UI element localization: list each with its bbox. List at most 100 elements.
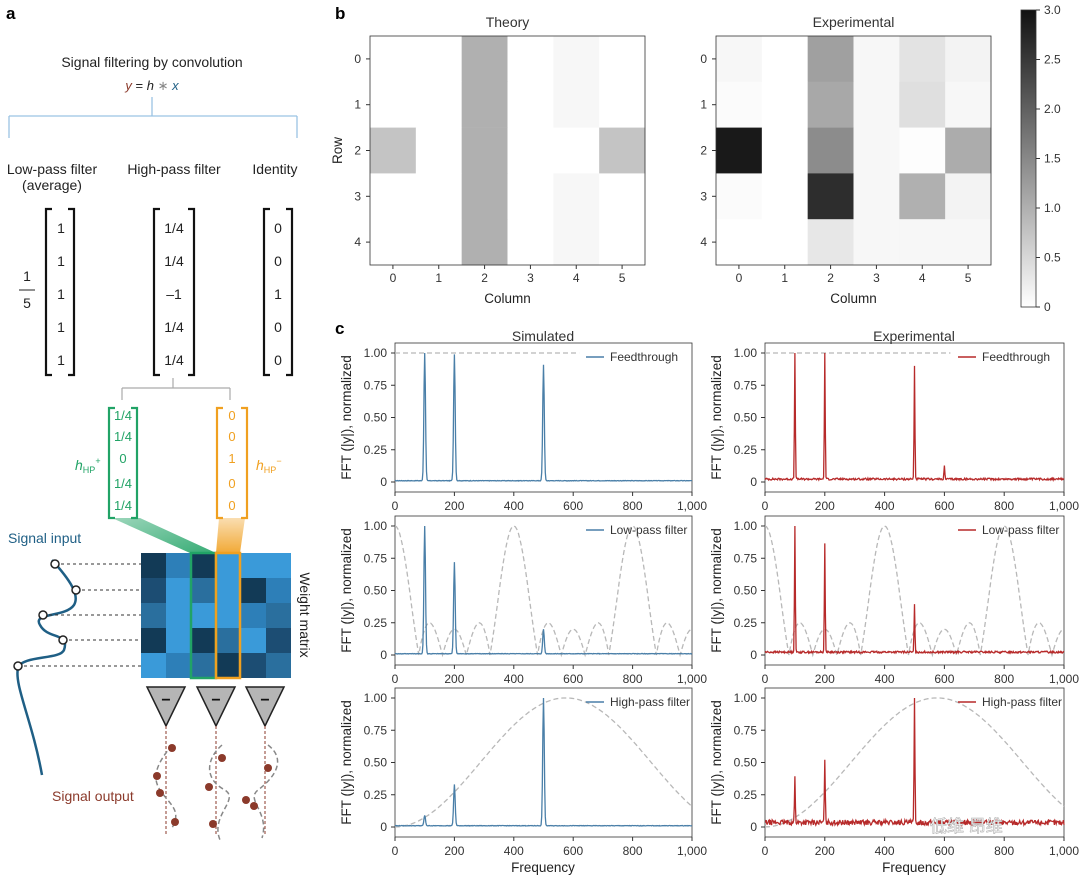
- heatmap-cell: [945, 173, 992, 220]
- weight-cell: [141, 578, 166, 603]
- weight-matrix-label: Weight matrix: [297, 572, 313, 657]
- weight-cell: [191, 553, 216, 578]
- colorbar-gradient: [1020, 9, 1037, 308]
- x-tick-label: 200: [815, 499, 835, 513]
- comparator-minus-sign: −: [211, 692, 220, 709]
- x-tick-label: 0: [392, 844, 399, 858]
- low-pass-subname: (average): [22, 177, 82, 193]
- hp-minus-value-4: 0: [228, 498, 235, 513]
- spectrum-line: [764, 697, 1065, 828]
- x-tick-label: 600: [563, 672, 583, 686]
- heatmap-cell: [415, 81, 462, 128]
- weight-cell: [241, 553, 266, 578]
- heatmap-cell: [807, 127, 854, 174]
- eq-h: h: [147, 78, 154, 93]
- heatmap-cell: [761, 219, 808, 266]
- y-tick-label: 0: [750, 648, 757, 662]
- spectrum-plot-0-experimental: 0 0.25 0.50 0.75 1.00 0 200 400 600 800 1,000 FFT (…: [709, 342, 1079, 513]
- y-axis-label: FFT (|y|), normalized: [709, 528, 724, 653]
- y-axis-label: FFT (|y|), normalized: [709, 355, 724, 480]
- eq-star: ∗: [154, 78, 172, 93]
- x-tick-label: 0: [762, 499, 769, 513]
- weight-cell: [166, 578, 191, 603]
- weight-cell: [141, 603, 166, 628]
- heatmap-experimental: Experimental 0 1 2 3 4 5 0 1 2 3 4 Column: [700, 14, 992, 306]
- heatmap-cell: [461, 36, 508, 83]
- x-tick-label: 0: [762, 672, 769, 686]
- y-tick-label: 0.25: [364, 788, 388, 802]
- heatmap-cell: [807, 219, 854, 266]
- weight-cell: [266, 553, 291, 578]
- heatmap-cell: [899, 219, 946, 266]
- filter-2-value-0: 0: [274, 220, 282, 236]
- x-tick-label: 400: [504, 672, 524, 686]
- heatmap-cell: [553, 219, 600, 266]
- comparator-1: [195, 686, 237, 728]
- comparators: − − −: [145, 686, 286, 836]
- identity-name: Identity: [252, 161, 297, 177]
- heatmap-cell: [553, 127, 600, 174]
- y-tick-label: 0.50: [364, 411, 388, 425]
- input-taps: [13, 559, 141, 671]
- eq-x: x: [171, 78, 179, 93]
- x-tick-label: 800: [994, 844, 1014, 858]
- weight-cell: [216, 553, 241, 578]
- heatmap-cell: [599, 127, 646, 174]
- heatmap-cell: [507, 173, 554, 220]
- comparator-0: [145, 686, 187, 728]
- output-sample-dot: [168, 744, 176, 752]
- output-sample-dot: [250, 802, 258, 810]
- heatmap-cell: [853, 219, 900, 266]
- x-tick-label: 800: [623, 844, 643, 858]
- orange-column-highlight: [214, 551, 242, 680]
- y-tick-label: 3: [700, 189, 707, 203]
- y-tick-label: 2: [700, 144, 707, 158]
- x-tick-label: 5: [965, 271, 972, 285]
- input-tap-point: [38, 610, 48, 620]
- scalar-numerator: 1: [23, 268, 31, 284]
- colorbar-tick-label: 0: [1044, 300, 1051, 314]
- x-tick-label: 600: [563, 844, 583, 858]
- heatmap-cell: [716, 219, 763, 266]
- output-sample-dot: [218, 754, 226, 762]
- filter-0-value-3: 1: [57, 319, 65, 335]
- y-tick-label: 0.50: [734, 584, 758, 598]
- output-sample-dot: [242, 796, 250, 804]
- heatmap-cell: [461, 127, 508, 174]
- heatmap-cell: [945, 219, 992, 266]
- legend-label: High-pass filter: [610, 695, 690, 709]
- heatmap-cell: [599, 219, 646, 266]
- filter-2-value-1: 0: [274, 253, 282, 269]
- weight-cell: [191, 578, 216, 603]
- y-tick-label: 0: [380, 648, 387, 662]
- heatmap-cell: [370, 127, 417, 174]
- watermark-text: 低维 昂维: [930, 817, 1003, 836]
- heatmap-cell: [716, 81, 763, 128]
- weight-cell: [241, 628, 266, 653]
- column-title-simulated: Simulated: [512, 328, 574, 344]
- filter-1-value-4: 1/4: [164, 352, 184, 368]
- y-tick-label: 1.00: [364, 346, 388, 360]
- weight-matrix: [141, 553, 291, 678]
- weight-cell: [191, 628, 216, 653]
- heatmap-cell: [899, 36, 946, 83]
- orange-projection: [216, 518, 245, 553]
- weight-cell: [141, 553, 166, 578]
- y-tick-label: 0: [750, 820, 757, 834]
- y-tick-label: 0: [354, 52, 361, 66]
- x-tick-label: 200: [444, 844, 464, 858]
- heatmap-cell: [761, 173, 808, 220]
- signal-input-label: Signal input: [8, 530, 81, 546]
- weight-cell: [191, 603, 216, 628]
- y-tick-label: 0: [380, 475, 387, 489]
- scalar-denominator: 5: [23, 295, 31, 311]
- hp-plus-value-1: 1/4: [114, 429, 132, 444]
- heatmaps: Theory 0 1 2 3 4 5 0 1 2 3 4 Column Row Experimental 0 1…: [330, 14, 992, 306]
- panel-a: a Signal filtering by convolution y = h …: [6, 4, 313, 841]
- heatmap-cell: [716, 173, 763, 220]
- filter-1-value-1: 1/4: [164, 253, 184, 269]
- y-tick-label: 0.25: [734, 788, 758, 802]
- output-wave-2: [253, 744, 279, 839]
- heatmap-cell: [553, 81, 600, 128]
- heatmap-cell: [761, 36, 808, 83]
